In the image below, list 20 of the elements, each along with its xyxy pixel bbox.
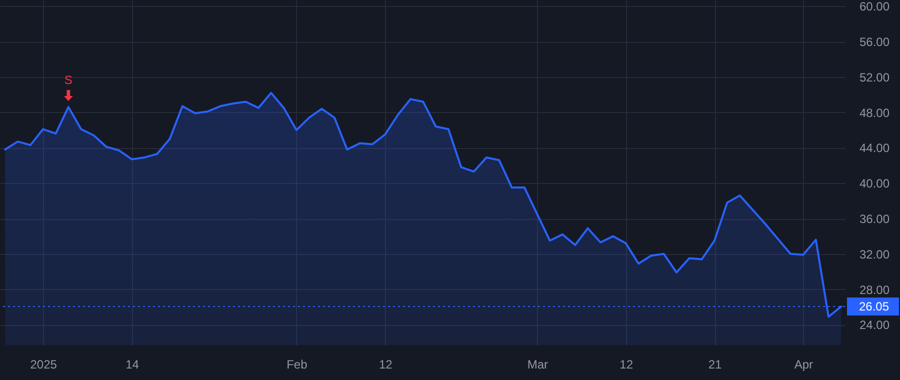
y-tick-label: 60.00 [860, 0, 890, 14]
y-tick-label: 56.00 [860, 35, 890, 50]
y-tick-label: 28.00 [860, 282, 890, 297]
x-tick-label: 12 [620, 358, 634, 372]
x-tick-label: Mar [527, 358, 548, 372]
x-tick-label: Apr [794, 358, 814, 372]
y-tick-label: 44.00 [860, 141, 890, 156]
y-tick-label: 36.00 [860, 212, 890, 226]
x-tick-label: 21 [708, 358, 722, 372]
annotation: S [64, 73, 72, 88]
y-tick-label: 32.00 [860, 247, 890, 262]
y-tick-label: 24.00 [860, 318, 890, 332]
y-tick-label: 40.00 [860, 176, 890, 191]
y-tick-label: 52.00 [860, 70, 890, 84]
x-tick-label: 12 [378, 358, 393, 372]
ref-line-label: 26.05 [859, 300, 890, 314]
x-tick-label: 14 [126, 358, 140, 372]
y-tick-label: 48.00 [860, 106, 890, 120]
x-tick-label: 2025 [30, 358, 58, 372]
x-tick-label: Feb [286, 358, 308, 372]
